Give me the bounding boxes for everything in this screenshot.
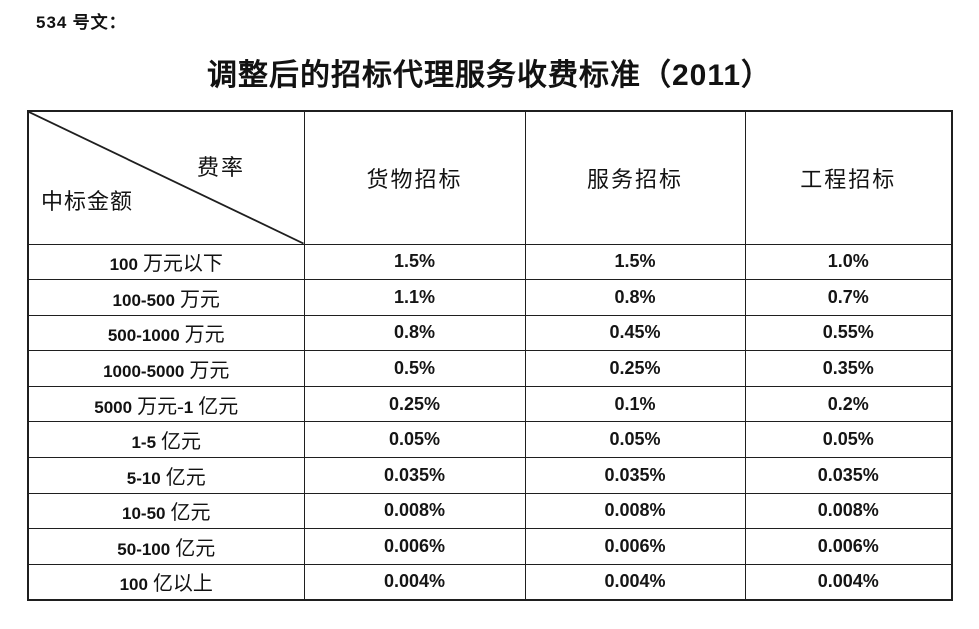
rate-cell: 0.006% [303, 528, 526, 565]
rate-cell: 0.1% [524, 385, 746, 423]
rate-cell: 1.5% [524, 243, 746, 281]
row-label: 500-1000 万元 [27, 314, 305, 352]
row-label: 100 万元以下 [27, 243, 305, 281]
rate-cell: 0.006% [744, 528, 953, 565]
rate-cell: 0.008% [524, 492, 746, 530]
table-row: 5000 万元-1 亿元 0.25% 0.1% 0.2% [27, 385, 953, 423]
rate-cell: 0.004% [303, 563, 526, 601]
rate-cell: 0.35% [744, 350, 953, 387]
rate-cell: 1.1% [303, 279, 526, 316]
table-row: 100-500 万元 1.1% 0.8% 0.7% [27, 279, 953, 316]
rate-cell: 0.25% [524, 350, 746, 387]
rate-cell: 0.05% [744, 421, 953, 459]
table-row: 100 亿以上 0.004% 0.004% 0.004% [27, 563, 953, 601]
rate-cell: 0.7% [744, 279, 953, 316]
table-header-row: 费率 中标金额 货物招标 服务招标 工程招标 [27, 110, 953, 245]
rate-cell: 0.035% [744, 457, 953, 494]
rate-cell: 0.035% [303, 457, 526, 494]
doc-reference: 534 号文： [36, 13, 127, 32]
corner-label-amount: 中标金额 [41, 189, 134, 214]
table-row: 100 万元以下 1.5% 1.5% 1.0% [27, 243, 953, 281]
rate-cell: 0.2% [744, 385, 953, 423]
rate-cell: 0.008% [744, 492, 953, 530]
row-label: 1-5 亿元 [27, 421, 305, 459]
row-label: 5000 万元-1 亿元 [27, 385, 305, 423]
row-label: 10-50 亿元 [27, 492, 305, 530]
table-row: 50-100 亿元 0.006% 0.006% 0.006% [27, 528, 953, 565]
row-label: 100-500 万元 [27, 279, 305, 316]
page-title: 调整后的招标代理服务收费标准（2011） [206, 59, 773, 92]
column-header-services: 服务招标 [524, 110, 746, 245]
column-header-goods: 货物招标 [303, 110, 526, 245]
rate-cell: 0.035% [524, 457, 746, 494]
row-label: 50-100 亿元 [27, 528, 305, 565]
row-label: 100 亿以上 [27, 563, 305, 601]
rate-cell: 0.05% [524, 421, 746, 459]
rate-cell: 1.5% [303, 243, 526, 281]
table-row: 5-10 亿元 0.035% 0.035% 0.035% [27, 457, 953, 494]
rate-cell: 0.006% [524, 528, 746, 565]
rate-cell: 0.55% [744, 314, 953, 352]
rate-cell: 0.004% [524, 563, 746, 601]
corner-label-rate: 费率 [197, 155, 246, 180]
row-label: 1000-5000 万元 [27, 350, 305, 387]
row-label: 5-10 亿元 [27, 457, 305, 494]
rate-cell: 0.05% [303, 421, 526, 459]
rate-cell: 0.008% [303, 492, 526, 530]
rate-cell: 0.25% [303, 385, 526, 423]
rate-cell: 0.5% [303, 350, 526, 387]
diagonal-line [29, 112, 304, 244]
fee-rate-table: 费率 中标金额 货物招标 服务招标 工程招标 100 万元以下 1.5% 1.5… [27, 110, 953, 601]
rate-cell: 1.0% [744, 243, 953, 281]
table-row: 500-1000 万元 0.8% 0.45% 0.55% [27, 314, 953, 352]
table-row: 10-50 亿元 0.008% 0.008% 0.008% [27, 492, 953, 530]
column-header-engineering: 工程招标 [744, 110, 953, 245]
rate-cell: 0.8% [524, 279, 746, 316]
rate-cell: 0.45% [524, 314, 746, 352]
rate-cell: 0.004% [744, 563, 953, 601]
diagonal-corner-cell: 费率 中标金额 [27, 110, 305, 245]
table-row: 1-5 亿元 0.05% 0.05% 0.05% [27, 421, 953, 459]
table-row: 1000-5000 万元 0.5% 0.25% 0.35% [27, 350, 953, 387]
rate-cell: 0.8% [303, 314, 526, 352]
